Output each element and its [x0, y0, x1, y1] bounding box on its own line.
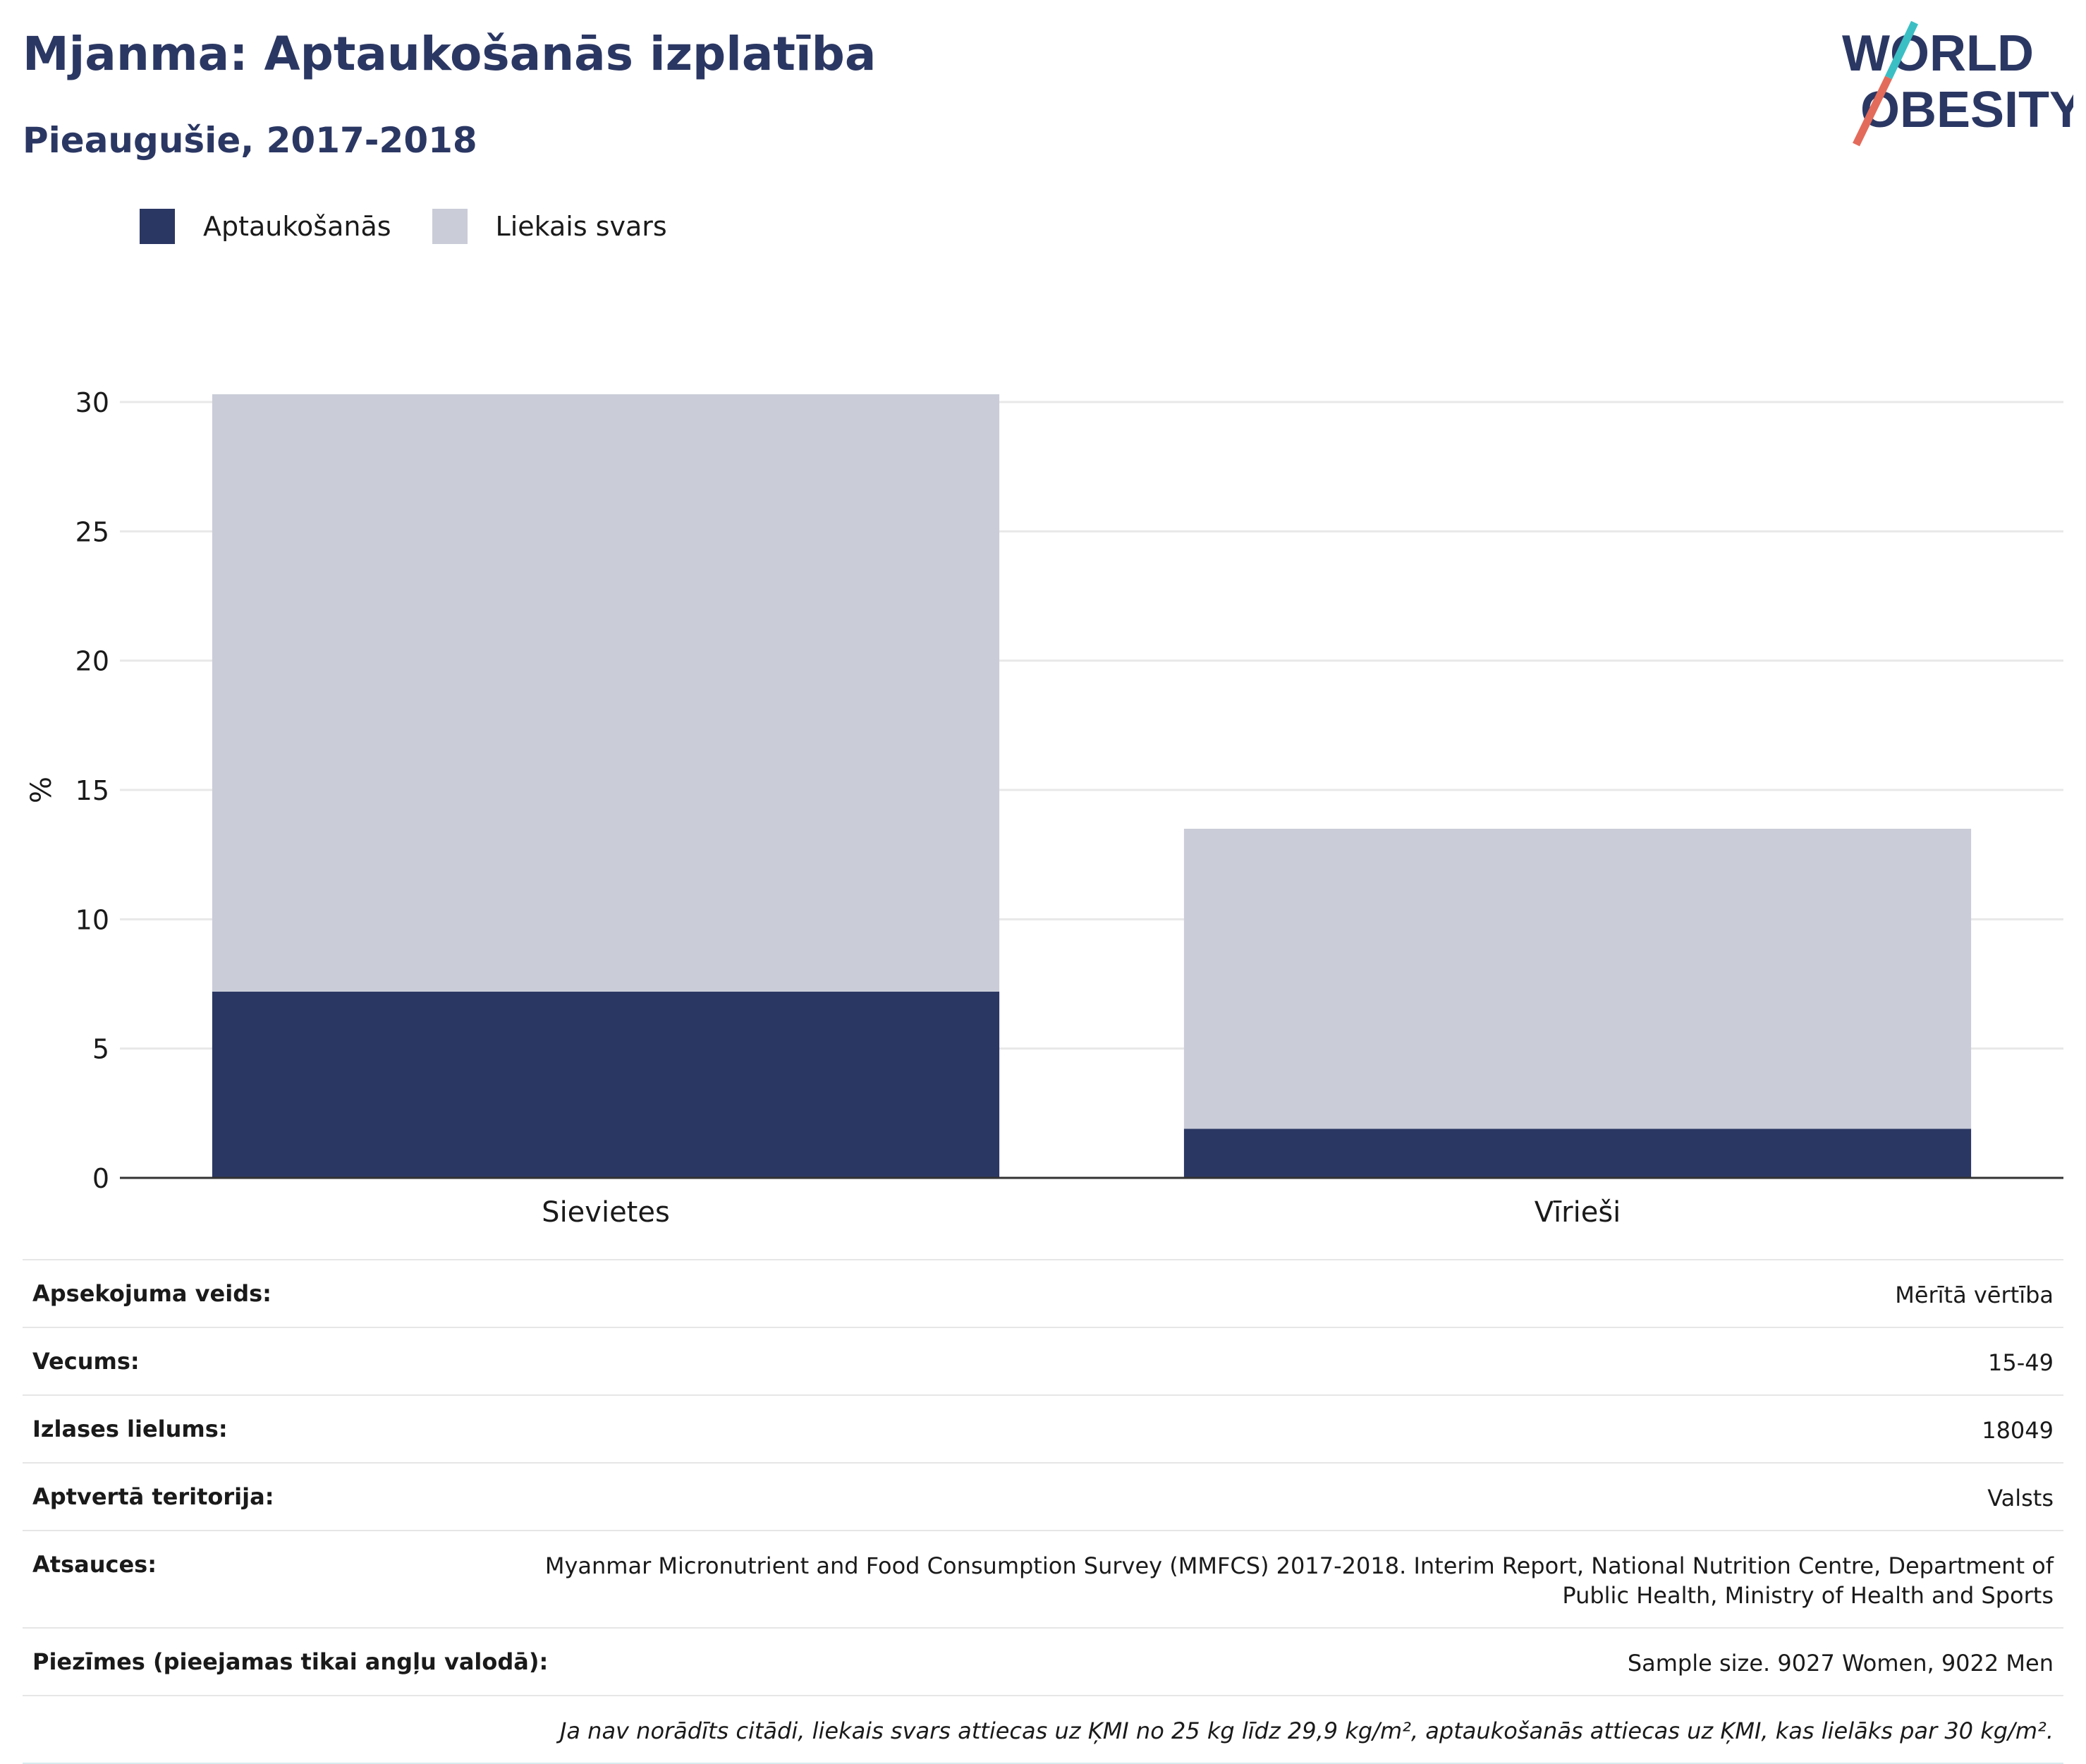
bar-overweight-men — [1183, 829, 1972, 1129]
legend-label-obesity: Aptaukošanās — [203, 211, 391, 242]
y-tick-label: 20 — [75, 646, 109, 677]
metadata-footnote: Ja nav norādīts citādi, liekais svars at… — [23, 1695, 2063, 1764]
y-tick-label: 5 — [92, 1034, 109, 1065]
chart-title: Mjanma: Aptaukošanās izplatība — [23, 27, 877, 81]
world-obesity-logo: WORLD OBESITY — [1842, 21, 2073, 147]
bar-chart: 0 5 10 15 20 25 30% Sievietes Vīrieši — [25, 387, 2063, 1227]
y-tick-label: 30 — [75, 387, 109, 418]
metadata-key: Atsauces: — [32, 1551, 157, 1578]
metadata-value: 18049 — [1982, 1417, 2054, 1444]
metadata-key: Vecums: — [32, 1348, 140, 1375]
chart-legend: Aptaukošanās Liekais svars — [140, 209, 708, 244]
y-tick-label: 0 — [92, 1163, 109, 1194]
bar-obesity-men — [1183, 1129, 1972, 1178]
metadata-key: Apsekojuma veids: — [32, 1280, 272, 1307]
metadata-value: Sample size. 9027 Women, 9022 Men — [1627, 1650, 2054, 1677]
legend-swatch-obesity — [140, 209, 175, 244]
metadata-key: Aptvertā teritorija: — [32, 1483, 274, 1510]
legend-item-obesity: Aptaukošanās — [140, 209, 391, 244]
metadata-row-age: Vecums: 15-49 — [23, 1327, 2063, 1394]
y-tick-label: 15 — [75, 775, 109, 806]
metadata-row-references: Atsauces: Myanmar Micronutrient and Food… — [23, 1530, 2063, 1627]
x-tick-label: Vīrieši — [1535, 1196, 1621, 1227]
y-axis-label: % — [25, 777, 58, 803]
legend-item-overweight: Liekais svars — [432, 209, 667, 244]
metadata-value: Mērītā vērtība — [1895, 1282, 2054, 1308]
metadata-row-survey-type: Apsekojuma veids: Mērītā vērtība — [23, 1259, 2063, 1327]
metadata-key: Izlases lielums: — [32, 1416, 228, 1442]
metadata-row-coverage: Aptvertā teritorija: Valsts — [23, 1462, 2063, 1530]
metadata-value: Myanmar Micronutrient and Food Consumpti… — [544, 1552, 2054, 1609]
svg-text:OBESITY: OBESITY — [1860, 82, 2073, 138]
metadata-row-notes: Piezīmes (pieejamas tikai angļu valodā):… — [23, 1627, 2063, 1695]
bar-overweight-women — [212, 394, 1000, 992]
bar-obesity-women — [212, 992, 1000, 1178]
legend-swatch-overweight — [432, 209, 468, 244]
chart-subtitle: Pieaugušie, 2017-2018 — [23, 120, 477, 161]
x-tick-label: Sievietes — [542, 1196, 670, 1227]
svg-text:WORLD: WORLD — [1842, 25, 2034, 82]
y-tick-label: 25 — [75, 516, 109, 547]
metadata-value: Valsts — [1987, 1485, 2054, 1511]
metadata-table: Apsekojuma veids: Mērītā vērtība Vecums:… — [23, 1259, 2063, 1764]
metadata-row-sample-size: Izlases lielums: 18049 — [23, 1394, 2063, 1462]
y-tick-label: 10 — [75, 904, 109, 935]
footnote-text: Ja nav norādīts citādi, liekais svars at… — [559, 1717, 2054, 1744]
metadata-value: 15-49 — [1988, 1349, 2054, 1376]
metadata-key: Piezīmes (pieejamas tikai angļu valodā): — [32, 1648, 549, 1675]
legend-label-overweight: Liekais svars — [495, 211, 667, 242]
